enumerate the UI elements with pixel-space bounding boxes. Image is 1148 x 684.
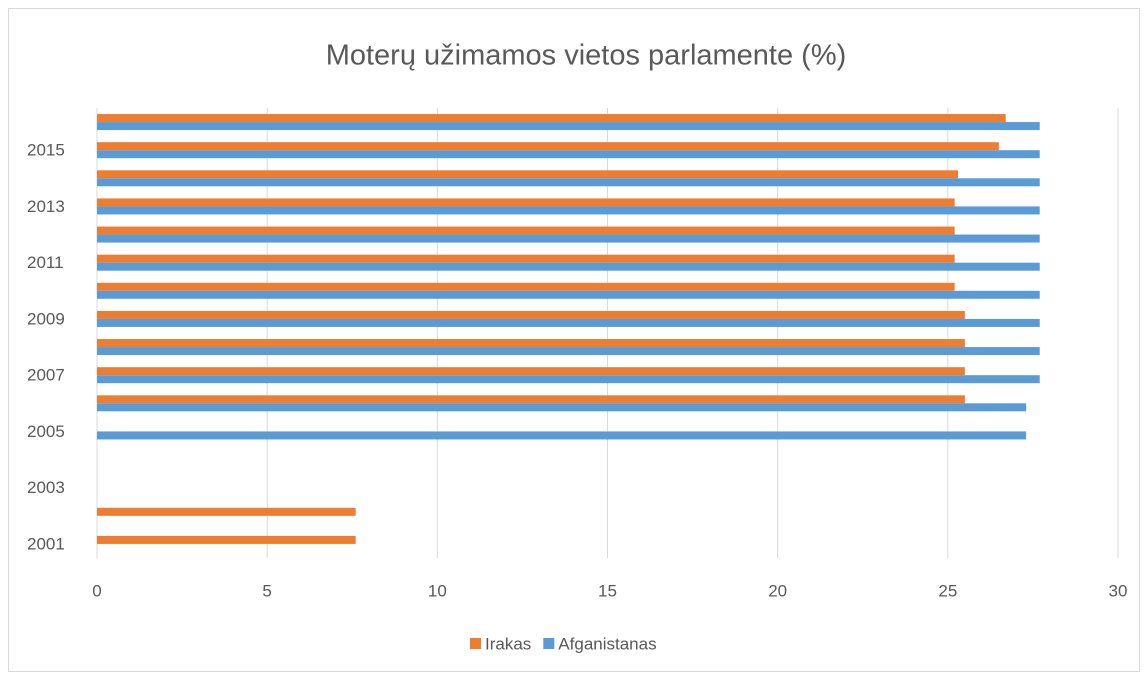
bar: [97, 507, 356, 516]
bar: [97, 226, 955, 235]
bar: [97, 234, 1040, 243]
y-tick-label: 2015: [27, 141, 65, 160]
bar: [97, 150, 1040, 159]
x-tick-label: 25: [938, 581, 957, 600]
legend-swatch: [543, 638, 555, 649]
bar: [97, 290, 1040, 299]
y-tick-label: 2009: [27, 309, 65, 328]
y-tick-label: 2013: [27, 197, 65, 216]
x-tick-label: 0: [92, 581, 101, 600]
bar: [97, 170, 959, 179]
y-tick-label: 2007: [27, 366, 65, 385]
y-tick-label: 2011: [27, 253, 64, 272]
bar: [97, 114, 1006, 123]
bar: [97, 310, 965, 319]
bar: [97, 262, 1040, 271]
bar: [97, 198, 955, 207]
x-tick-label: 10: [428, 581, 447, 600]
bar: [97, 403, 1027, 412]
bar: [97, 431, 1027, 440]
bar: [97, 282, 955, 291]
y-tick-label: 2005: [27, 422, 65, 441]
bar: [97, 367, 965, 376]
bar: [97, 535, 356, 544]
bar: [97, 254, 955, 263]
bar: [97, 206, 1040, 215]
y-tick-label: 2003: [27, 478, 65, 497]
legend-swatch: [470, 638, 481, 649]
bar: [97, 347, 1040, 356]
bar: [97, 142, 999, 151]
bar: [97, 122, 1040, 131]
chart-title: Moterų užimamos vietos parlamente (%): [326, 40, 847, 72]
bar: [97, 395, 965, 404]
x-tick-label: 5: [262, 581, 271, 600]
bar: [97, 339, 965, 348]
legend-label: Irakas: [485, 634, 531, 653]
bar: [97, 178, 1040, 187]
legend-label: Afganistanas: [558, 634, 656, 653]
y-tick-label: 2001: [27, 534, 65, 553]
x-tick-label: 20: [768, 581, 787, 600]
x-tick-label: 30: [1109, 581, 1128, 600]
bar: [97, 318, 1040, 327]
bar: [97, 375, 1040, 384]
x-tick-label: 15: [598, 581, 617, 600]
